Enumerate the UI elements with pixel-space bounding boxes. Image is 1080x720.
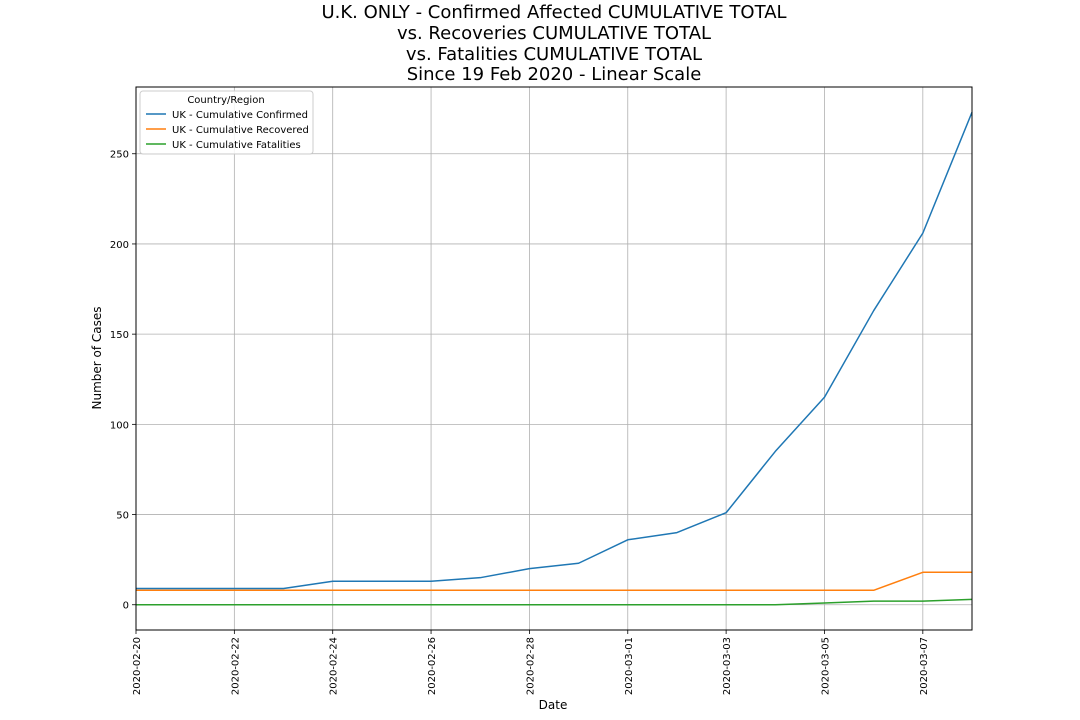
chart-title-line-2: vs. Recoveries CUMULATIVE TOTAL xyxy=(396,23,712,44)
y-tick-label: 0 xyxy=(123,601,129,612)
x-tick-label: 2020-03-01 xyxy=(624,637,635,695)
x-axis-ticks: 2020-02-20 2020-02-22 2020-02-24 2020-02-26… xyxy=(132,630,930,695)
plot-frame xyxy=(135,86,973,631)
series-lines xyxy=(136,111,973,606)
legend-title: Country/Region xyxy=(187,95,264,106)
y-tick-label: 100 xyxy=(110,420,129,431)
x-tick-label: 2020-02-26 xyxy=(427,637,438,695)
y-tick-label: 200 xyxy=(110,240,129,251)
series-line-recovered xyxy=(136,571,972,592)
chart-title-line-1: U.K. ONLY - Confirmed Affected CUMULATIV… xyxy=(321,2,787,23)
legend-label-fatalities: UK - Cumulative Fatalities xyxy=(172,140,301,151)
series-line-fatalities xyxy=(136,598,973,606)
legend-label-confirmed: UK - Cumulative Confirmed xyxy=(172,110,308,121)
y-axis-label: Number of Cases xyxy=(90,306,104,409)
x-tick-label: 2020-02-28 xyxy=(525,637,536,695)
x-tick-label: 2020-02-22 xyxy=(230,637,241,695)
chart-title-line-4: Since 19 Feb 2020 - Linear Scale xyxy=(406,64,702,85)
y-tick-label: 250 xyxy=(110,150,129,161)
x-tick-label: 2020-03-05 xyxy=(820,637,831,695)
legend: Country/Region UK - Cumulative Confirmed… xyxy=(139,90,314,155)
x-tick-label: 2020-02-20 xyxy=(132,637,143,695)
y-axis-ticks: 0 50 100 150 200 250 xyxy=(110,150,136,612)
legend-box xyxy=(139,90,314,155)
y-tick-label: 50 xyxy=(116,511,129,522)
series-line-confirmed xyxy=(136,111,973,590)
x-tick-label: 2020-02-24 xyxy=(329,637,340,695)
x-tick-label: 2020-03-07 xyxy=(919,637,930,695)
x-tick-label: 2020-03-03 xyxy=(722,637,733,695)
x-axis-label: Date xyxy=(539,698,568,712)
y-tick-label: 150 xyxy=(110,330,129,341)
legend-label-recovered: UK - Cumulative Recovered xyxy=(172,125,309,136)
chart-title-line-3: vs. Fatalities CUMULATIVE TOTAL xyxy=(405,44,703,65)
